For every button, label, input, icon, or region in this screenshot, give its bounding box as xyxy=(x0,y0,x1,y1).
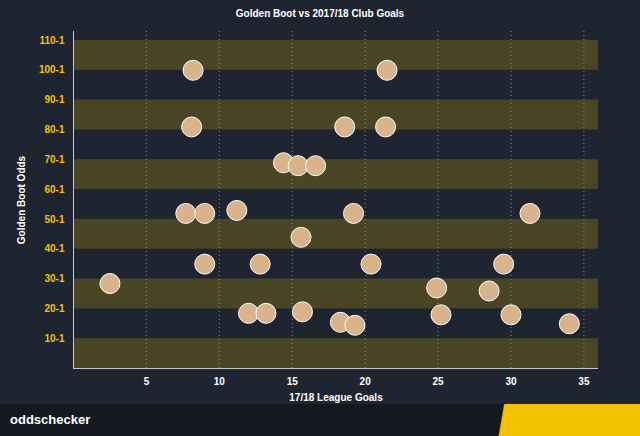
svg-text:50-1: 50-1 xyxy=(44,214,64,225)
svg-text:30: 30 xyxy=(505,376,517,387)
svg-text:40-1: 40-1 xyxy=(44,243,64,254)
svg-text:60-1: 60-1 xyxy=(44,184,64,195)
html-text:oddschecker: oddschecker xyxy=(10,412,91,427)
svg-text:20: 20 xyxy=(360,376,372,387)
svg-text:10: 10 xyxy=(214,376,226,387)
svg-text:30-1: 30-1 xyxy=(44,273,64,284)
svg-text:17/18 League Goals: 17/18 League Goals xyxy=(289,392,383,403)
svg-text:35: 35 xyxy=(578,376,590,387)
svg-text:Golden Boot Odds: Golden Boot Odds xyxy=(16,155,27,244)
svg-text:80-1: 80-1 xyxy=(44,124,64,135)
svg-text:90-1: 90-1 xyxy=(44,94,64,105)
svg-text:10-1: 10-1 xyxy=(44,333,64,344)
svg-text:5: 5 xyxy=(144,376,150,387)
svg-text:70-1: 70-1 xyxy=(44,154,64,165)
svg-text:20-1: 20-1 xyxy=(44,303,64,314)
svg-text:15: 15 xyxy=(287,376,299,387)
svg-text:100-1: 100-1 xyxy=(39,64,65,75)
html-text:Golden Boot vs 2017/18 Club Go: Golden Boot vs 2017/18 Club Goals xyxy=(235,8,405,19)
svg-text:110-1: 110-1 xyxy=(39,35,64,46)
svg-text:25: 25 xyxy=(433,376,445,387)
